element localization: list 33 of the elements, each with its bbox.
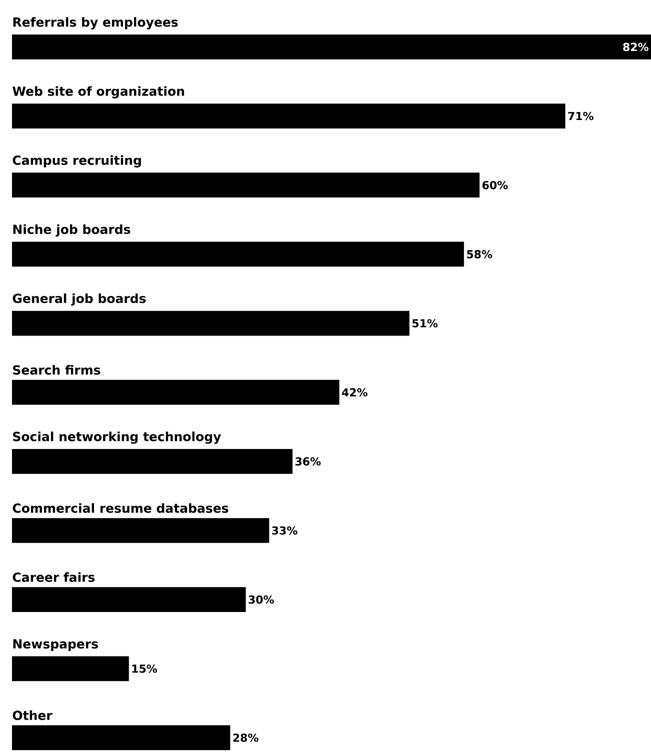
y-tick-label: Newspapers — [13, 639, 98, 652]
y-tick-label: Commercial resume databases — [12, 503, 228, 513]
data-label: 71% — [568, 112, 594, 120]
bar — [12, 656, 129, 682]
data-label: 58% — [467, 250, 492, 258]
data-label: 60% — [482, 180, 508, 190]
y-tick-label: Niche job boards — [13, 224, 130, 237]
bar — [12, 172, 480, 198]
y-tick-label: Campus recruiting — [12, 155, 141, 168]
y-tick-label: Social networking technology — [13, 432, 222, 444]
data-label: 28% — [233, 734, 258, 742]
y-tick-label: Web site of organization — [12, 86, 184, 98]
bar — [12, 310, 410, 336]
bar — [12, 380, 340, 405]
data-label: 82% — [623, 42, 648, 52]
data-label: 15% — [132, 664, 158, 673]
data-label: 51% — [412, 319, 438, 328]
data-label: 33% — [272, 526, 298, 535]
y-tick-label: Search firms — [13, 365, 100, 375]
bar — [12, 587, 246, 612]
y-tick-label: Career fairs — [12, 572, 95, 582]
bar — [12, 725, 230, 750]
y-tick-label: General job boards — [12, 293, 146, 306]
data-label: 42% — [342, 388, 368, 397]
bar — [12, 34, 651, 60]
data-label: 30% — [248, 595, 274, 604]
bar — [12, 518, 270, 543]
y-tick-label: Other — [12, 710, 52, 720]
data-label: 36% — [295, 457, 321, 466]
bar — [12, 242, 464, 267]
bar — [12, 448, 293, 474]
y-tick-label: Referrals by employees — [13, 17, 178, 30]
bar — [12, 104, 566, 128]
